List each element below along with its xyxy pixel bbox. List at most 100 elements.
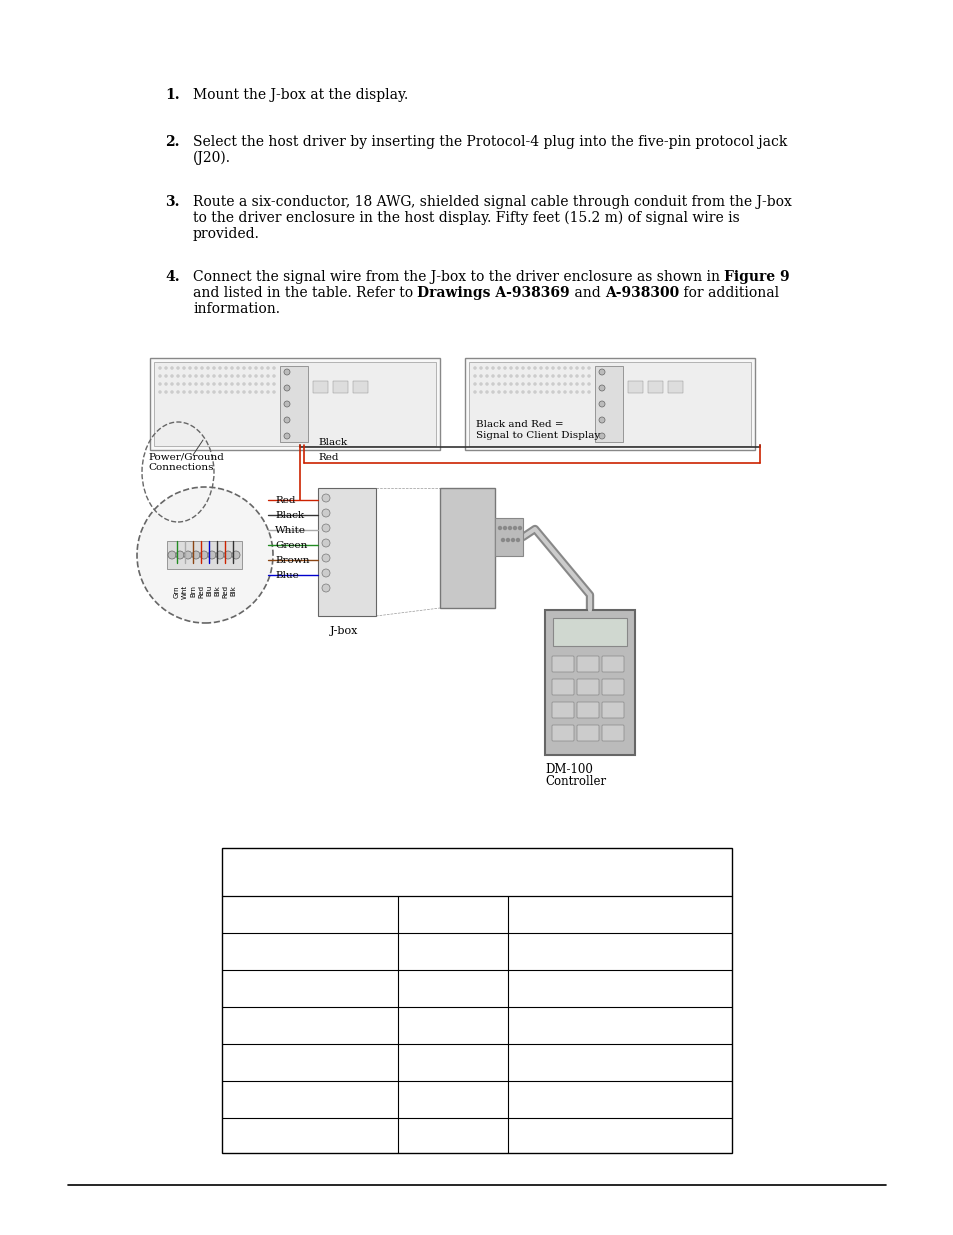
Circle shape [322,584,330,592]
Circle shape [503,526,506,530]
Text: Blue: Blue [274,571,298,580]
Circle shape [491,374,494,378]
Circle shape [236,374,239,378]
Circle shape [189,383,192,385]
Circle shape [551,367,554,369]
Circle shape [182,367,185,369]
FancyBboxPatch shape [552,725,574,741]
Circle shape [254,390,257,394]
Circle shape [176,374,179,378]
Circle shape [557,374,560,378]
Circle shape [508,526,511,530]
FancyBboxPatch shape [601,679,623,695]
FancyBboxPatch shape [601,725,623,741]
Circle shape [242,383,245,385]
Circle shape [206,374,210,378]
Circle shape [158,383,161,385]
Text: Controller: Controller [544,776,605,788]
Circle shape [598,385,604,391]
Circle shape [189,374,192,378]
Circle shape [479,367,482,369]
Circle shape [485,367,488,369]
Circle shape [485,390,488,394]
Text: and: and [570,287,604,300]
Circle shape [200,390,203,394]
Circle shape [503,390,506,394]
Text: and listed in the table. Refer to: and listed in the table. Refer to [193,287,417,300]
Circle shape [521,374,524,378]
Circle shape [557,367,560,369]
Circle shape [200,551,208,559]
Circle shape [213,374,215,378]
Text: 1.: 1. [165,88,179,103]
Circle shape [242,367,245,369]
Circle shape [215,551,224,559]
Circle shape [503,367,506,369]
Circle shape [521,383,524,385]
Circle shape [503,374,506,378]
Text: information.: information. [193,303,280,316]
Circle shape [569,367,572,369]
Circle shape [171,367,173,369]
Text: 2.: 2. [165,135,179,149]
Circle shape [533,374,536,378]
Text: Blk: Blk [230,585,235,595]
Circle shape [260,367,263,369]
Bar [469,362,750,446]
Bar [222,848,731,1153]
FancyBboxPatch shape [601,701,623,718]
Circle shape [533,383,536,385]
Circle shape [551,390,554,394]
Circle shape [527,367,530,369]
Circle shape [527,390,530,394]
Text: Signal to Client Display: Signal to Client Display [476,431,599,440]
Text: Connect the signal wire from the J-box to the driver enclosure as shown in: Connect the signal wire from the J-box t… [193,270,723,284]
Circle shape [545,374,548,378]
Circle shape [164,367,168,369]
FancyBboxPatch shape [601,656,623,672]
Circle shape [497,383,500,385]
Circle shape [200,367,203,369]
Circle shape [182,390,185,394]
Circle shape [248,383,252,385]
Circle shape [284,385,290,391]
Circle shape [206,390,210,394]
Text: A-938300: A-938300 [604,287,679,300]
Circle shape [569,383,572,385]
Circle shape [189,367,192,369]
Circle shape [587,383,590,385]
FancyBboxPatch shape [577,679,598,695]
Circle shape [473,390,476,394]
Circle shape [545,390,548,394]
Circle shape [527,383,530,385]
Circle shape [168,551,175,559]
Circle shape [509,374,512,378]
Circle shape [224,390,227,394]
Text: Black: Black [317,438,347,447]
Text: Wht: Wht [182,585,188,599]
Circle shape [254,383,257,385]
Circle shape [322,524,330,532]
Text: Red: Red [317,453,338,462]
Circle shape [273,390,275,394]
Circle shape [248,374,252,378]
Bar [150,358,439,450]
Circle shape [598,401,604,408]
Circle shape [273,367,275,369]
Circle shape [164,383,168,385]
Circle shape [260,390,263,394]
Text: for additional: for additional [679,287,779,300]
Circle shape [176,367,179,369]
Text: Brown: Brown [274,556,309,564]
Circle shape [284,401,290,408]
Text: Black: Black [274,511,304,520]
Circle shape [224,374,227,378]
Circle shape [208,551,215,559]
Bar [544,610,635,755]
Text: J-box: J-box [330,626,358,636]
Circle shape [497,367,500,369]
Circle shape [506,538,509,541]
Circle shape [218,374,221,378]
Circle shape [242,374,245,378]
Circle shape [539,390,542,394]
